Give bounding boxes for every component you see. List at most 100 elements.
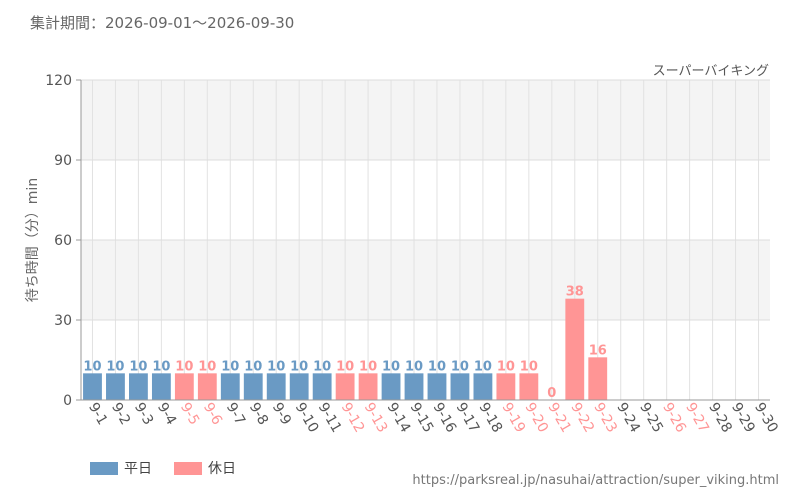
plot-band [81,320,770,400]
bar-label-9-22: 38 [566,285,584,300]
horizontal-gridlines [81,79,770,321]
x-tick-label-9-3: 9-3 [131,400,156,428]
y-axis-label: 待ち時間（分）min [25,178,41,302]
bar-label-9-5: 10 [175,359,193,374]
bar-9-19 [496,373,516,400]
bars [83,298,608,400]
bar-label-9-20: 10 [520,359,538,374]
bar-label-9-8: 10 [244,359,262,374]
bar-label-9-14: 10 [382,359,400,374]
source-url: https://parksreal.jp/nasuhai/attraction/… [412,473,779,488]
bar-9-11 [312,373,332,400]
bar-label-9-12: 10 [336,359,354,374]
bar-9-6 [197,373,217,400]
legend-swatch-weekday [90,461,118,475]
bar-label-9-16: 10 [428,359,446,374]
x-tick-label-9-21: 9-21 [544,400,574,436]
x-tick-label-9-17: 9-17 [452,400,482,436]
bar-label-9-6: 10 [198,359,216,374]
bar-9-16 [427,373,447,400]
bar-label-9-9: 10 [267,359,285,374]
x-tick-label-9-28: 9-28 [705,400,735,436]
bar-9-17 [450,373,470,400]
bar-9-7 [220,373,240,400]
bar-9-5 [174,373,194,400]
x-tick-label-9-20: 9-20 [521,400,551,436]
x-tick-label-9-22: 9-22 [567,400,597,436]
bar-9-1 [83,373,102,400]
bar-label-9-10: 10 [290,359,308,374]
x-tick-label-9-12: 9-12 [338,400,368,436]
y-tick-label: 0 [63,393,72,409]
bar-label-9-7: 10 [221,359,239,374]
x-tick-label-9-27: 9-27 [682,400,712,436]
bar-9-20 [519,373,539,400]
y-tick-label: 120 [45,73,72,89]
x-tick-label-9-24: 9-24 [613,400,643,436]
y-tick-labels: 0 30 60 90 120 [45,73,81,409]
bar-9-2 [106,373,125,400]
bar-9-15 [404,373,424,400]
bar-label-9-1: 10 [83,359,101,374]
y-tick-label: 60 [54,233,72,249]
plot-band [81,240,770,320]
bar-label-9-3: 10 [129,359,147,374]
x-tick-label-9-15: 9-15 [407,400,437,436]
x-tick-label-9-1: 9-1 [85,400,110,428]
plot-band [81,80,770,160]
bar-label-9-2: 10 [106,359,124,374]
bar-label-9-13: 10 [359,359,377,374]
attraction-name: スーパーバイキング [652,64,769,79]
bar-9-23 [588,357,608,400]
x-tick-label-9-11: 9-11 [315,400,345,436]
x-tick-label-9-2: 9-2 [108,400,133,428]
x-tick-label-9-14: 9-14 [384,400,414,436]
x-tick-label-9-26: 9-26 [659,400,689,436]
x-tick-label-9-8: 9-8 [246,400,271,428]
legend-item-holiday: 休日 [174,458,236,478]
bar-9-4 [151,373,171,400]
legend-item-weekday: 平日 [90,458,152,478]
x-tick-label-9-7: 9-7 [223,400,248,428]
x-tick-label-9-13: 9-13 [361,400,391,436]
x-tick-label-9-16: 9-16 [430,400,460,436]
legend-label-holiday: 休日 [208,461,236,477]
bar-9-12 [335,373,355,400]
x-tick-label-9-6: 9-6 [200,400,225,428]
bar-9-8 [243,373,263,400]
period-label: 集計期間：2026-09-01～2026-09-30 [30,14,295,32]
bar-9-3 [129,373,148,400]
legend-label-weekday: 平日 [124,461,152,477]
x-tick-label-9-25: 9-25 [636,400,666,436]
x-tick-label-9-10: 9-10 [292,400,322,436]
legend: 平日 休日 [90,458,258,478]
bar-label-9-19: 10 [497,359,515,374]
plot-band [81,160,770,240]
bar-label-9-23: 16 [589,343,607,358]
x-tick-label-9-4: 9-4 [154,400,179,428]
bar-9-10 [289,373,309,400]
x-tick-label-9-5: 9-5 [177,400,202,428]
legend-swatch-holiday [174,461,202,475]
x-tick-label-9-23: 9-23 [590,400,620,436]
bar-label-9-18: 10 [474,359,492,374]
bar-label-9-4: 10 [152,359,170,374]
bar-label-9-21: 0 [547,386,556,401]
x-tick-label-9-18: 9-18 [475,400,505,436]
plot-bands [81,80,770,400]
x-tick-labels: 9-19-29-39-49-59-69-79-89-99-109-119-129… [85,400,781,436]
bar-9-22 [565,298,585,400]
bar-9-13 [358,373,378,400]
x-tick-label-9-30: 9-30 [751,400,781,436]
bar-9-18 [473,373,493,400]
bar-9-14 [381,373,401,400]
bar-label-9-17: 10 [451,359,469,374]
bar-value-labels: 10 10 10 10 10 10 10 10 10 10 10 10 10 10 10 10 10 10 10 10… [83,285,606,401]
bar-label-9-15: 10 [405,359,423,374]
x-tick-label-9-19: 9-19 [498,400,528,436]
y-tick-label: 30 [54,313,72,329]
x-tick-label-9-29: 9-29 [728,400,758,436]
x-tick-label-9-9: 9-9 [269,400,294,428]
y-tick-label: 90 [54,153,72,169]
